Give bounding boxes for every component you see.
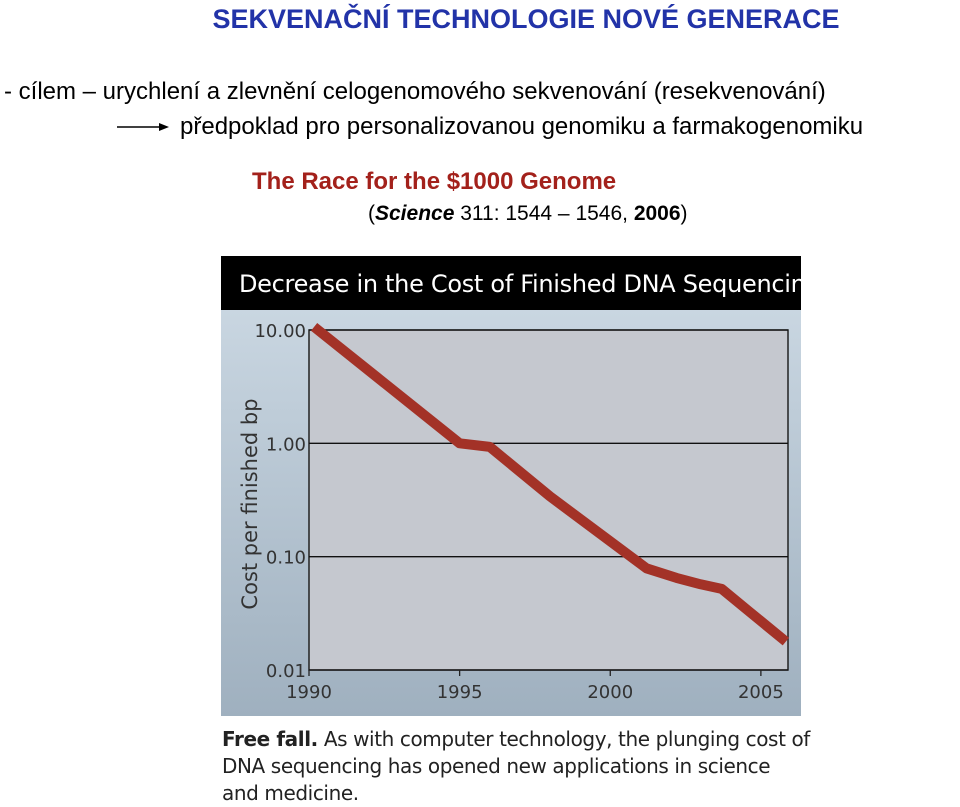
cost-line: [310, 322, 790, 646]
x-tick-label: 1995: [437, 682, 483, 703]
y-tick-label: 10.00: [254, 321, 306, 342]
consequence-text: předpoklad pro personalizovanou genomiku…: [180, 113, 864, 140]
citation-details: 311: 1544 – 1546,: [454, 202, 634, 225]
y-tick-label: 0.10: [266, 548, 306, 569]
citation-close: ): [680, 202, 688, 225]
article-title: The Race for the $1000 Genome: [252, 168, 617, 195]
x-tick-label: 2000: [587, 682, 633, 703]
citation-year: 2006: [633, 202, 681, 225]
y-axis-label: Cost per finished bp: [238, 398, 262, 609]
x-tick-label: 2005: [738, 682, 784, 703]
y-tick-label: 0.01: [266, 661, 306, 682]
cost-figure: Decrease in the Cost of Finished DNA Seq…: [221, 256, 821, 716]
figure-title: Decrease in the Cost of Finished DNA Seq…: [239, 270, 821, 298]
figure-header: Decrease in the Cost of Finished DNA Seq…: [221, 256, 821, 310]
x-tick-label: 1990: [286, 682, 332, 703]
figure-caption: Free fall. As with computer technology, …: [222, 726, 812, 807]
citation: (Science 311: 1544 – 1546, 2006): [368, 202, 688, 226]
citation-open: (: [368, 202, 375, 225]
y-tick-label: 1.00: [266, 434, 306, 455]
right-arrow-icon: [117, 123, 169, 131]
citation-journal: Science: [375, 202, 455, 225]
slide-title: SEKVENAČNÍ TECHNOLOGIE NOVÉ GENERACE: [212, 4, 840, 34]
goal-bullet: - cílem – urychlení a zlevnění celogenom…: [4, 78, 826, 105]
figure-body: 10.00 1.00 0.10 0.01 1990 1995 2000 2005 Cost pe…: [221, 310, 801, 716]
caption-lead: Free fall.: [222, 727, 318, 751]
